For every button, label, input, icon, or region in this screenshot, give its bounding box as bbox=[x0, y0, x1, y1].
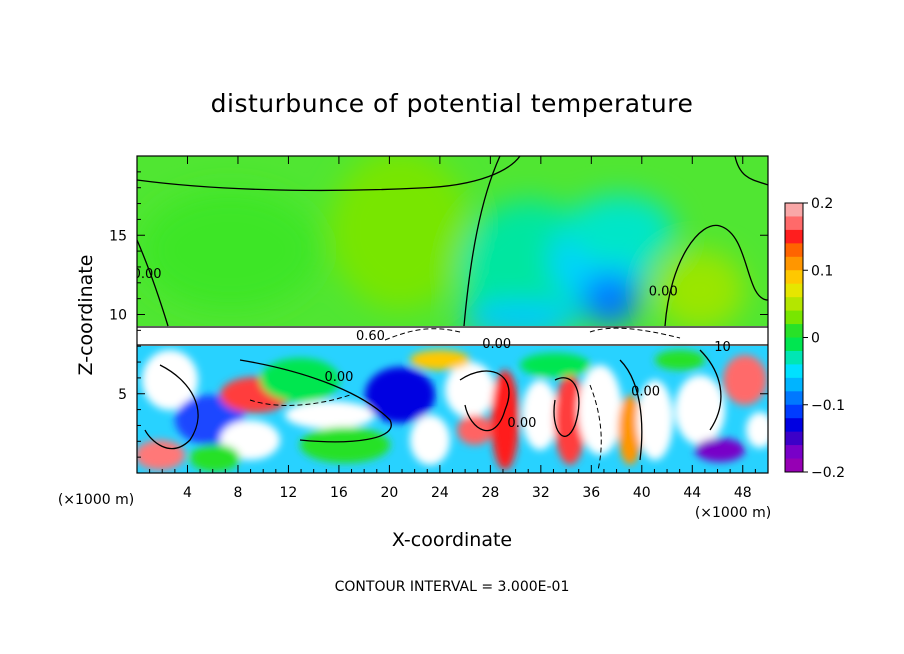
colorbar-swatch bbox=[785, 377, 803, 392]
colorbar bbox=[785, 203, 803, 473]
contour-label: 0.00 bbox=[649, 284, 678, 299]
stable-layer-band bbox=[137, 326, 768, 346]
colorbar-swatch bbox=[785, 270, 803, 285]
colorbar-swatch bbox=[785, 337, 803, 352]
plot-area bbox=[137, 156, 768, 473]
colorbar-swatch bbox=[785, 297, 803, 312]
contour-label: 10 bbox=[714, 340, 731, 355]
colorbar-swatch bbox=[785, 418, 803, 433]
x-tick-label: 4 bbox=[183, 485, 192, 501]
colorbar-ticks: 0.2 0.1 0 −0.1 −0.2 bbox=[803, 196, 845, 481]
x-tick-label: 40 bbox=[633, 485, 651, 501]
x-tick-label: 20 bbox=[380, 485, 398, 501]
x-tick-labels: 4 8 12 16 20 24 28 32 36 40 44 48 bbox=[183, 485, 752, 501]
colorbar-tick-label: −0.1 bbox=[811, 398, 845, 414]
x-tick-label: 16 bbox=[330, 485, 348, 501]
upper-shading bbox=[140, 156, 745, 340]
colorbar-swatch bbox=[785, 243, 803, 258]
y-axis-title: Z-coordinate bbox=[75, 255, 97, 376]
x-tick-label: 48 bbox=[734, 485, 752, 501]
colorbar-swatch bbox=[785, 310, 803, 325]
colorbar-swatch bbox=[785, 324, 803, 338]
x-tick-label: 44 bbox=[683, 485, 701, 501]
y-tick-labels: 5 10 15 bbox=[109, 228, 127, 403]
colorbar-swatch bbox=[785, 364, 803, 379]
x-tick-label: 24 bbox=[431, 485, 449, 501]
colorbar-swatch bbox=[785, 229, 803, 244]
contour-label: 0.60 bbox=[356, 329, 385, 344]
contour-label: 0.00 bbox=[482, 337, 511, 352]
colorbar-swatch bbox=[785, 445, 803, 460]
colorbar-tick-label: −0.2 bbox=[811, 465, 845, 481]
y-tick-label: 5 bbox=[118, 387, 127, 403]
colorbar-swatch bbox=[785, 283, 803, 298]
contour-label: 0.00 bbox=[133, 267, 162, 282]
colorbar-tick-label: 0.2 bbox=[811, 196, 833, 212]
chart-title: disturbunce of potential temperature bbox=[211, 89, 694, 118]
colorbar-tick-label: 0.1 bbox=[811, 263, 833, 279]
x-tick-label: 36 bbox=[582, 485, 600, 501]
lower-shading bbox=[137, 350, 768, 472]
colorbar-swatch bbox=[785, 431, 803, 446]
colorbar-swatch bbox=[785, 350, 803, 365]
contour-label: 0.00 bbox=[631, 384, 660, 399]
contour-label: 0.00 bbox=[507, 416, 536, 431]
x-tick-label: 12 bbox=[280, 485, 298, 501]
y-tick-label: 10 bbox=[109, 308, 127, 324]
contour-interval-note: CONTOUR INTERVAL = 3.000E-01 bbox=[335, 579, 570, 595]
colorbar-swatch bbox=[785, 458, 803, 473]
z-unit-label: (×1000 m) bbox=[695, 505, 771, 521]
x-axis-title: X-coordinate bbox=[392, 529, 512, 551]
x-tick-marks bbox=[149, 156, 756, 473]
dashed-contours bbox=[249, 327, 681, 471]
colorbar-tick-label: 0 bbox=[811, 331, 820, 347]
colorbar-swatch bbox=[785, 256, 803, 271]
colorbar-swatch bbox=[785, 216, 803, 231]
contour-label: 0.00 bbox=[324, 370, 353, 385]
colorbar-swatch bbox=[785, 203, 803, 217]
x-tick-label: 32 bbox=[532, 485, 550, 501]
contour-labels: 0.00 0.60 0.00 0.00 0.00 0.00 0.00 10 bbox=[133, 267, 731, 431]
colorbar-swatch bbox=[785, 391, 803, 406]
colorbar-swatch bbox=[785, 404, 803, 419]
contour-lines bbox=[137, 156, 768, 461]
x-tick-label: 28 bbox=[481, 485, 499, 501]
y-tick-label: 15 bbox=[109, 228, 127, 244]
x-tick-label: 8 bbox=[233, 485, 242, 501]
y-tick-marks bbox=[137, 171, 768, 458]
x-unit-label: (×1000 m) bbox=[58, 492, 134, 508]
